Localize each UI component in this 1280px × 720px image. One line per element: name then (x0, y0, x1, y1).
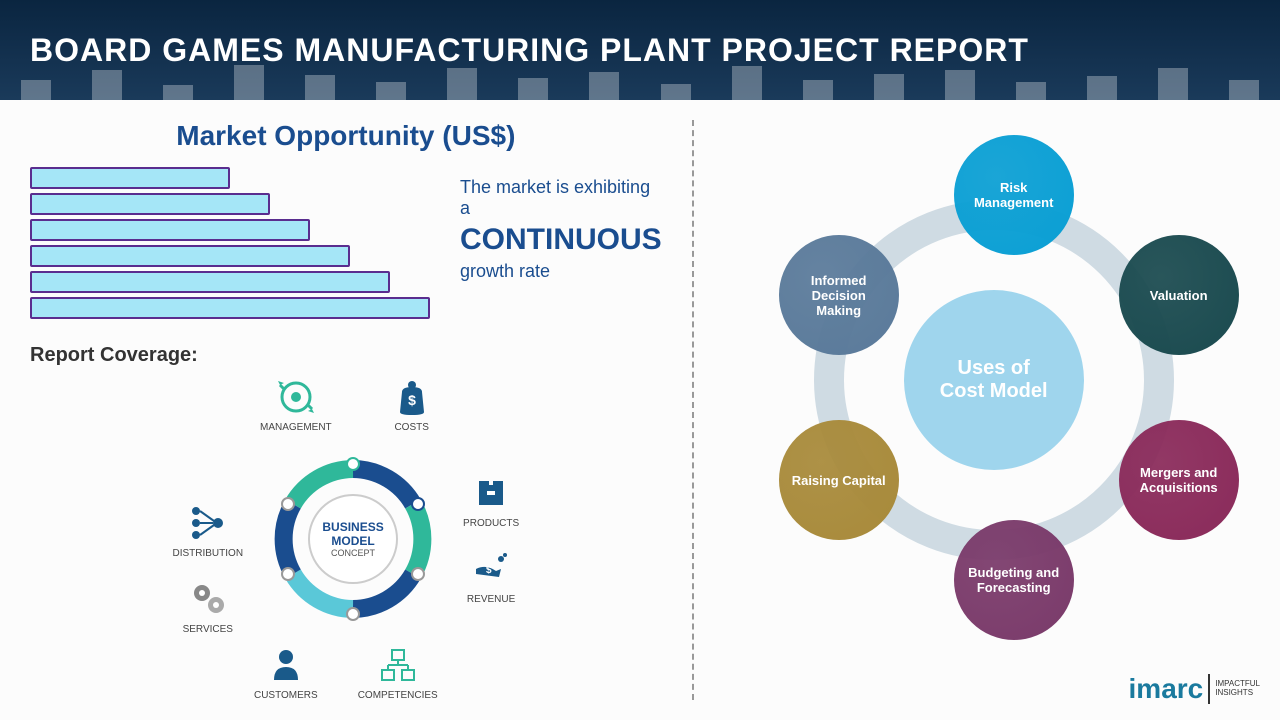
icon-label: CUSTOMERS (254, 690, 318, 701)
left-panel: Market Opportunity (US$) The market is e… (0, 100, 692, 720)
coverage-icon-item: DISTRIBUTION (172, 503, 243, 559)
icon-label: COMPETENCIES (358, 690, 438, 701)
coverage-icon-item: SERVICES (183, 579, 233, 635)
growth-text: The market is exhibiting a CONTINUOUS gr… (460, 167, 662, 319)
market-opportunity-title: Market Opportunity (US$) (30, 120, 662, 152)
icon-label: REVENUE (467, 594, 515, 605)
products-icon (471, 473, 511, 513)
right-panel: Uses of Cost Model Risk Management Valuat… (694, 100, 1280, 720)
chart-bars (30, 167, 430, 319)
services-icon (188, 579, 228, 619)
chart-bar (30, 167, 230, 189)
satellite-circle: Informed Decision Making (779, 235, 899, 355)
content: Market Opportunity (US$) The market is e… (0, 100, 1280, 720)
chart-bar (30, 219, 310, 241)
chart-bar (30, 193, 270, 215)
costs-icon: $ (392, 377, 432, 417)
growth-line1: The market is exhibiting a (460, 177, 662, 219)
center-circle: Uses of Cost Model (904, 290, 1084, 470)
management-icon (276, 377, 316, 417)
coverage-icon-item: COMPETENCIES (358, 645, 438, 701)
cost-model-wheel: Uses of Cost Model Risk Management Valuat… (724, 120, 1264, 640)
distribution-icon (188, 503, 228, 543)
chart-bar (30, 271, 390, 293)
logo-brand: imarc (1129, 673, 1204, 705)
chart-bar (30, 297, 430, 319)
coverage-icon-item: PRODUCTS (463, 473, 519, 529)
icon-label: DISTRIBUTION (172, 548, 243, 559)
coverage-icon-item: $ COSTS (392, 377, 432, 433)
satellite-circle: Mergers and Acquisitions (1119, 420, 1239, 540)
bm-center: BUSINESS MODEL CONCEPT (308, 494, 398, 584)
coverage-title: Report Coverage: (30, 344, 662, 367)
logo-bar (1208, 674, 1210, 704)
growth-line2: growth rate (460, 261, 662, 282)
svg-text:$: $ (408, 392, 416, 408)
icon-label: PRODUCTS (463, 518, 519, 529)
coverage-icon-item: $ REVENUE (467, 549, 515, 605)
revenue-icon: $ (471, 549, 511, 589)
coverage-diagram: MANAGEMENT $ COSTS DISTRIBUTION SERVICES (30, 377, 662, 701)
svg-text:$: $ (486, 565, 492, 576)
coverage-icon-item: MANAGEMENT (260, 377, 332, 433)
header: BOARD GAMES MANUFACTURING PLANT PROJECT … (0, 0, 1280, 100)
bar-chart-area: The market is exhibiting a CONTINUOUS gr… (30, 167, 662, 319)
growth-big: CONTINUOUS (460, 223, 662, 257)
satellite-circle: Risk Management (954, 135, 1074, 255)
logo: imarc IMPACTFUL INSIGHTS (1129, 673, 1260, 705)
logo-tagline: IMPACTFUL INSIGHTS (1215, 680, 1260, 698)
competencies-icon (378, 645, 418, 685)
chart-bar (30, 245, 350, 267)
icon-label: SERVICES (183, 624, 233, 635)
customers-icon (266, 645, 306, 685)
business-model-wheel: BUSINESS MODEL CONCEPT (263, 449, 443, 629)
skyline-decoration (0, 60, 1280, 100)
coverage-icon-item: CUSTOMERS (254, 645, 318, 701)
icon-label: COSTS (394, 422, 428, 433)
satellite-circle: Raising Capital (779, 420, 899, 540)
satellite-circle: Valuation (1119, 235, 1239, 355)
satellite-circle: Budgeting and Forecasting (954, 520, 1074, 640)
icon-label: MANAGEMENT (260, 422, 332, 433)
